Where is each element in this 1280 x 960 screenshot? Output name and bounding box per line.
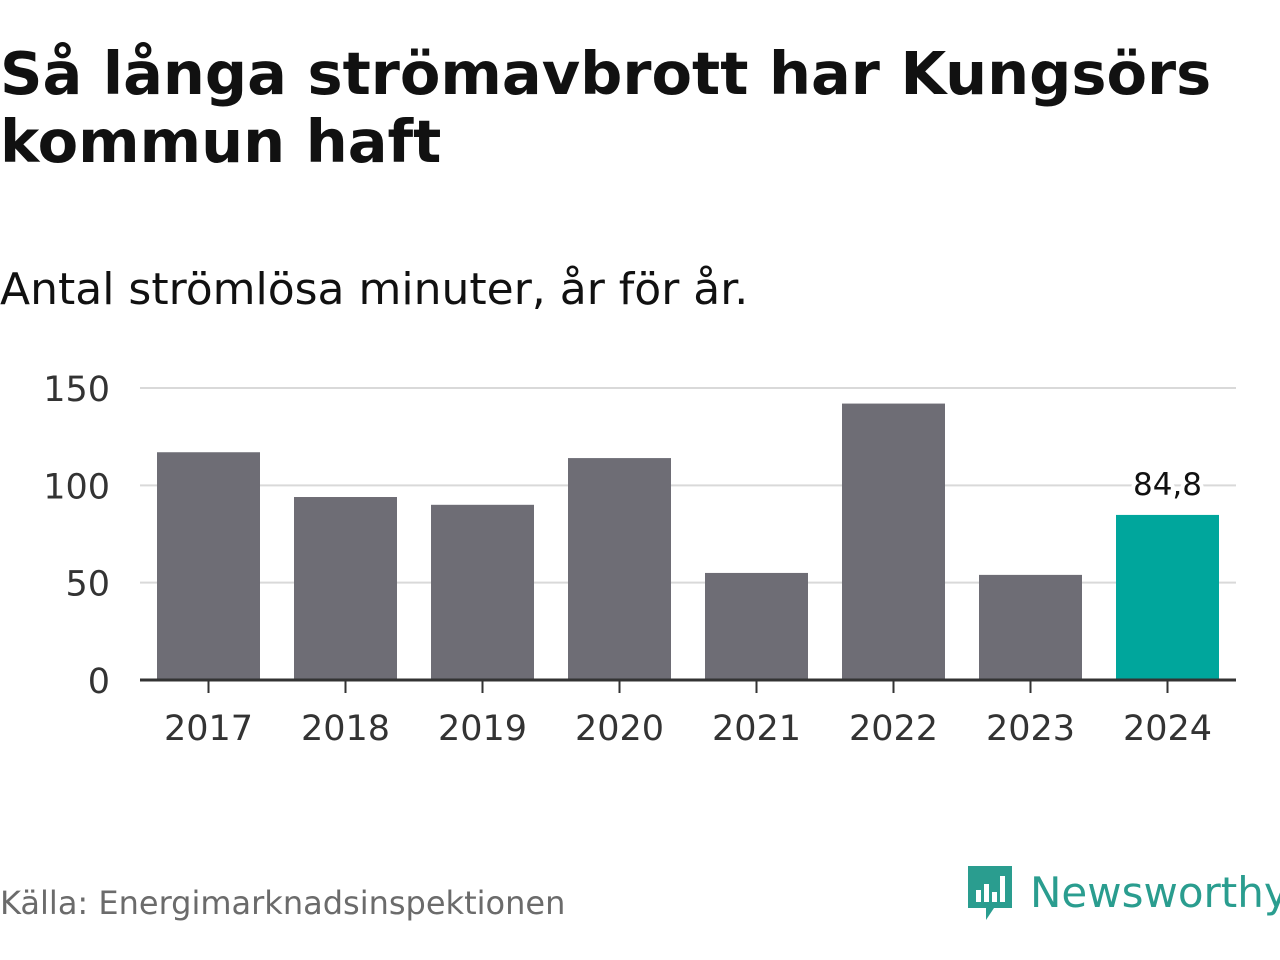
newsworthy-logo-icon <box>968 866 1012 920</box>
bar <box>157 452 260 680</box>
chart-title: Så långa strömavbrott har Kungsörs kommu… <box>0 39 1212 176</box>
x-tick-label: 2023 <box>986 709 1075 749</box>
y-tick-label: 0 <box>88 662 110 702</box>
bar <box>431 504 534 680</box>
x-tick-label: 2020 <box>575 709 664 749</box>
x-tick-label: 2018 <box>301 709 390 749</box>
bar <box>705 572 808 680</box>
bar-chart: 0 50 100 150 2017 2018 2019 2020 2021 2022 2023 202… <box>43 370 1236 749</box>
data-label: 84,8 <box>1133 467 1202 503</box>
y-tick-label: 50 <box>65 565 110 605</box>
x-tick-label: 2017 <box>164 709 253 749</box>
brand-name: Newsworthy <box>1030 868 1280 917</box>
brand-logo: Newsworthy <box>964 862 1280 924</box>
y-tick-label: 150 <box>43 370 110 410</box>
bar <box>842 403 945 680</box>
x-tick-label: 2019 <box>438 709 527 749</box>
source-note: Källa: Energimarknadsinspektionen <box>0 884 566 922</box>
x-tick-label: 2024 <box>1123 709 1212 749</box>
x-tick-label: 2022 <box>849 709 938 749</box>
bar <box>294 497 397 680</box>
bar <box>979 574 1082 680</box>
y-tick-label: 100 <box>43 467 110 507</box>
bar <box>568 458 671 680</box>
data-label-halo: 84,8 <box>1133 467 1202 503</box>
bar <box>1116 514 1219 680</box>
chart-subtitle: Antal strömlösa minuter, år för år. <box>0 264 749 315</box>
x-tick-label: 2021 <box>712 709 801 749</box>
